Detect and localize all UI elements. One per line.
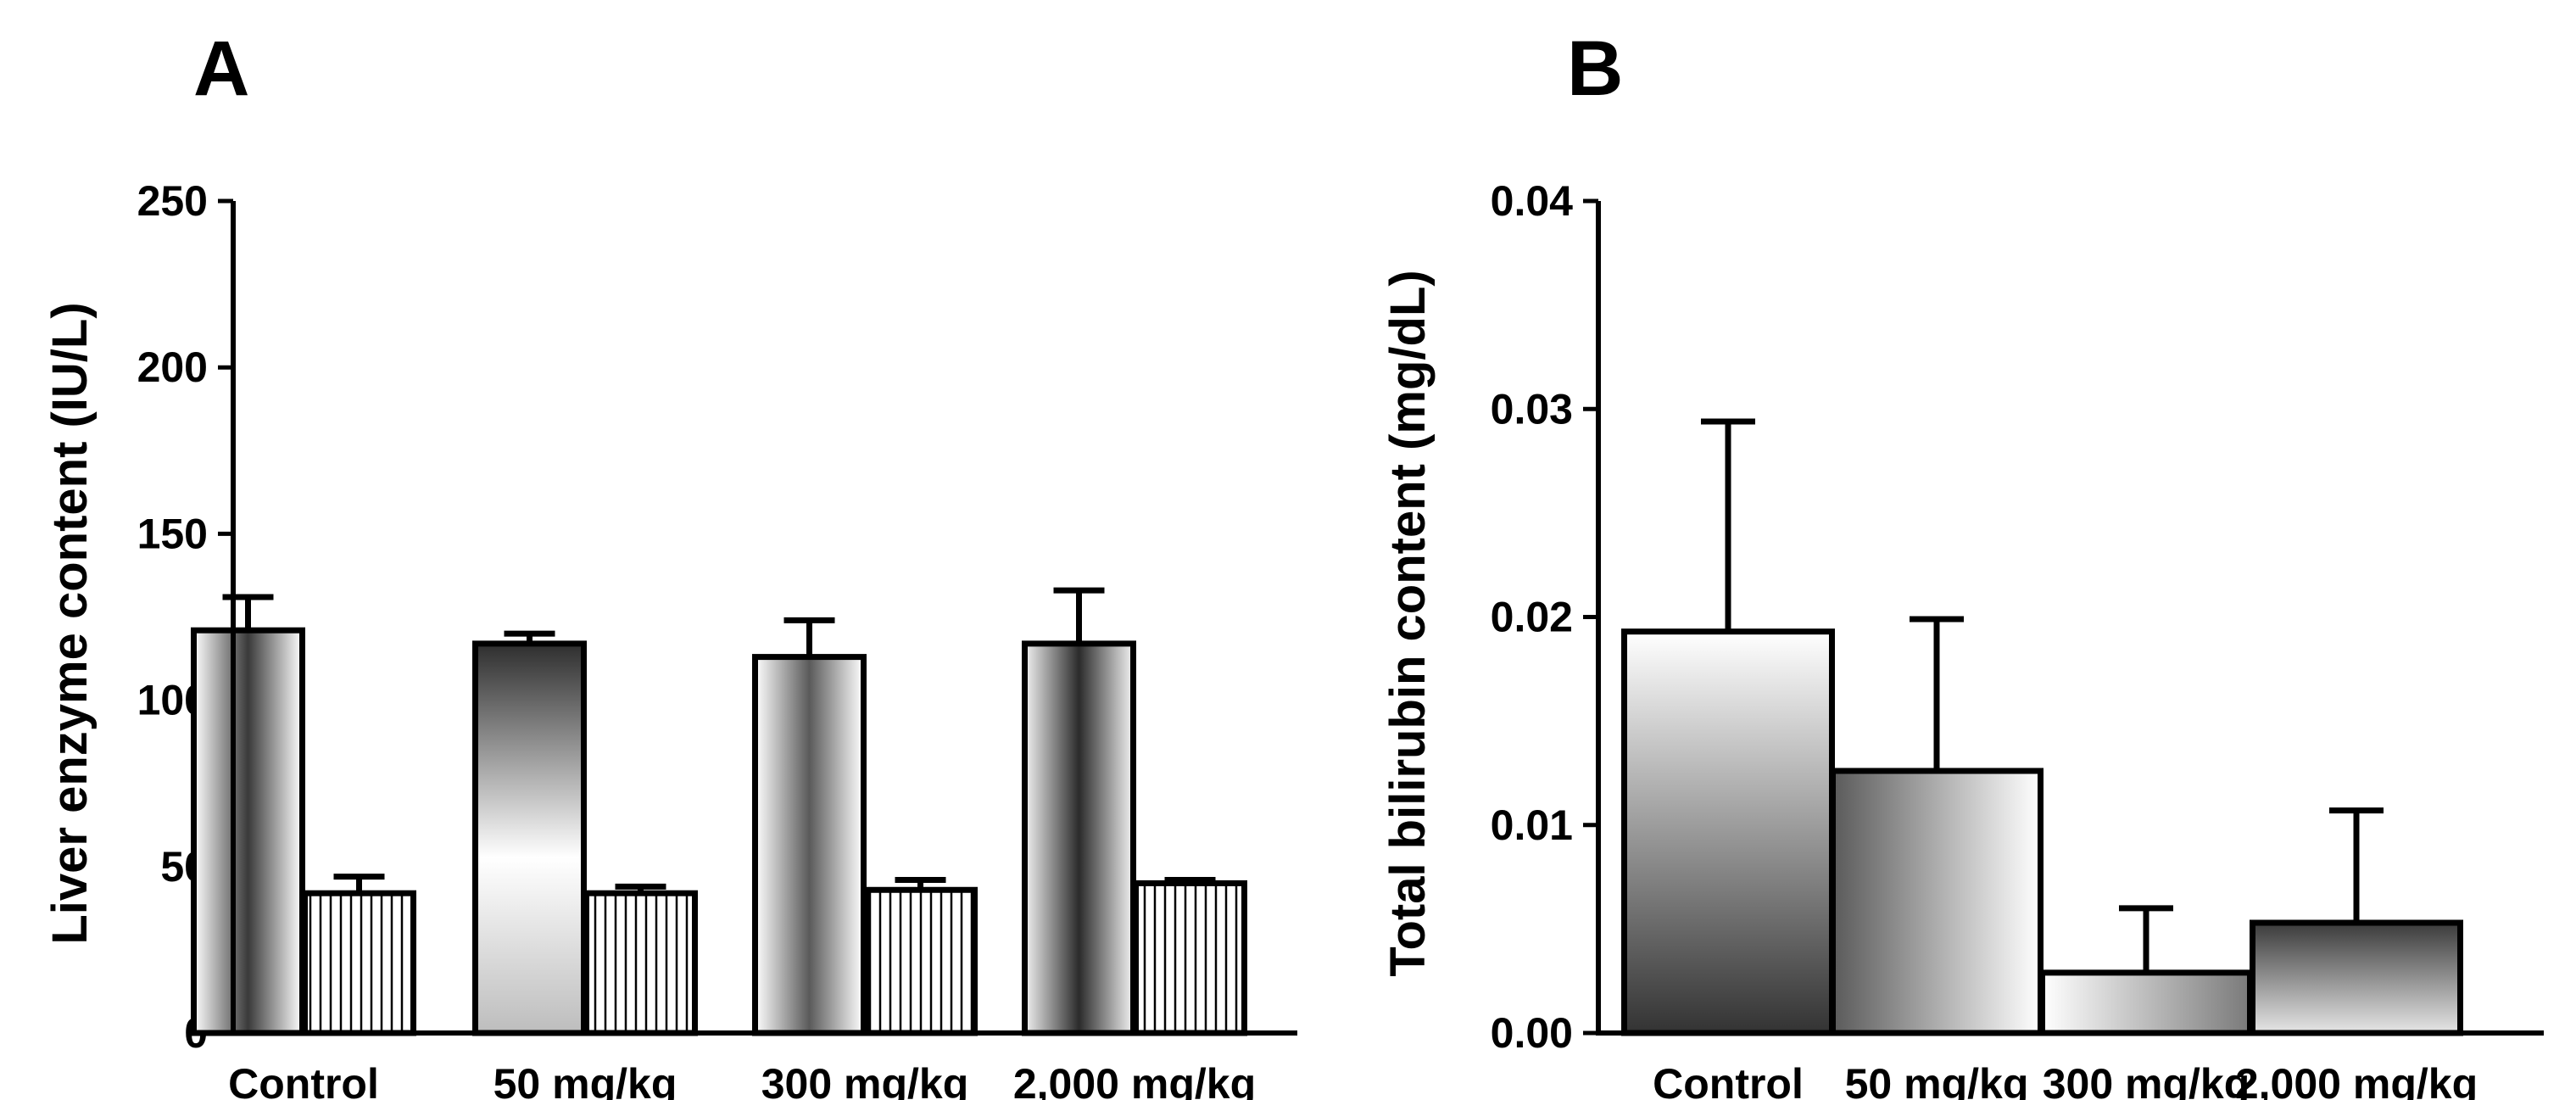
chart-b-bars — [1621, 628, 2463, 1036]
chart-a-category-label: 50 mg/kg — [493, 1060, 677, 1100]
chart-a-bar — [863, 886, 978, 1036]
chart-b-error-bars — [1701, 418, 2384, 973]
chart-a-bar — [302, 890, 416, 1036]
chart-a-bar — [583, 890, 698, 1036]
chart-b-bar — [2250, 919, 2463, 1036]
chart-a-bar — [191, 627, 305, 1036]
chart-a-bar — [752, 654, 867, 1036]
chart-b-bar — [2039, 969, 2253, 1036]
chart-a-ylabel: Liver enzyme content (IU/L) — [42, 302, 98, 944]
chart-b-ytick-label: 0.04 — [1491, 177, 1574, 225]
chart-a-category-label: 300 mg/kg — [761, 1060, 969, 1100]
chart-a-bars — [191, 627, 1247, 1036]
chart-a-category-label: 2,000 mg/kg — [1013, 1060, 1256, 1100]
chart-a-ytick-label: 200 — [137, 343, 208, 391]
chart-b-category-label: 50 mg/kg — [1845, 1060, 2029, 1100]
chart-a-bar — [1133, 879, 1247, 1036]
chart-b-bar — [1621, 628, 1835, 1036]
chart-b-category-label: Control — [1653, 1060, 1804, 1100]
chart-a-bar — [1022, 640, 1136, 1036]
panel-label-b: B — [1567, 25, 1623, 112]
chart-b-category-label: 300 mg/kg — [2043, 1060, 2250, 1100]
chart-a-ytick-label: 250 — [137, 177, 208, 225]
chart-a-category-label: Control — [228, 1060, 379, 1100]
chart-a: Liver enzyme content (IU/L) 050100150200… — [42, 177, 1297, 1100]
chart-a-category-labels: Control 50 mg/kg 300 mg/kg 2,000 mg/kg — [228, 1060, 1256, 1100]
chart-a-ytick-label: 150 — [137, 510, 208, 557]
chart-b: Total bilirubin content (mg/dL) 0.00 0.01… — [1380, 177, 2544, 1100]
chart-b-ytick-label: 0.03 — [1491, 385, 1573, 433]
chart-a-bar — [472, 640, 587, 1036]
chart-b-category-label: 2,000 mg/kg — [2235, 1060, 2478, 1100]
chart-b-ytick-label: 0.00 — [1491, 1009, 1573, 1057]
panel-label-a: A — [193, 25, 249, 112]
chart-b-ytick-label: 0.01 — [1491, 801, 1573, 849]
chart-b-ytick-label: 0.02 — [1491, 594, 1573, 641]
chart-b-bar — [1830, 768, 2044, 1036]
chart-a-error-bars — [222, 587, 1216, 894]
chart-b-yaxis-ticks: 0.00 0.01 0.02 0.03 0.04 — [1491, 177, 1598, 1057]
chart-b-ylabel: Total bilirubin content (mg/dL) — [1380, 270, 1436, 976]
chart-b-category-labels: Control 50 mg/kg 300 mg/kg2,000 mg/kg — [1653, 1060, 2478, 1100]
